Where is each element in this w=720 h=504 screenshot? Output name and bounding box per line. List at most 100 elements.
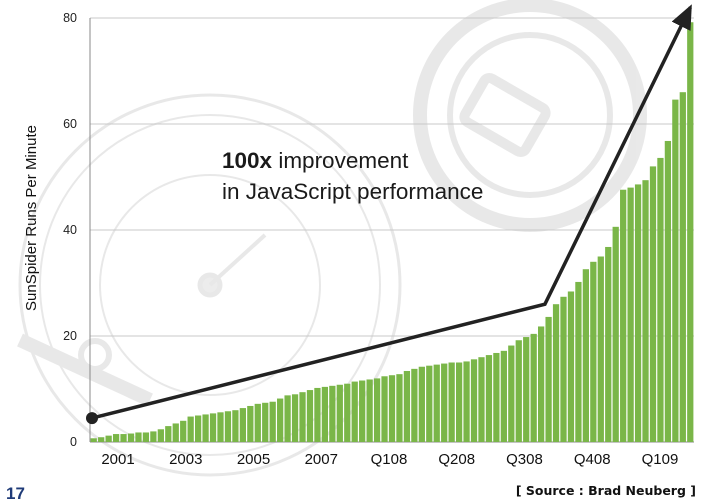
- bar: [194, 415, 202, 442]
- bar: [515, 340, 522, 442]
- bar: [612, 226, 619, 442]
- bar: [560, 296, 567, 442]
- bar: [664, 140, 672, 442]
- bar: [388, 375, 396, 442]
- bar: [254, 403, 261, 442]
- bar: [552, 304, 560, 442]
- bar: [508, 345, 515, 442]
- chart-bars: [90, 22, 694, 443]
- bar: [277, 398, 284, 442]
- bar: [135, 432, 142, 442]
- bar: [314, 387, 321, 442]
- bar: [441, 363, 448, 442]
- bar: [642, 180, 649, 442]
- annotation-line-2: in JavaScript performance: [222, 179, 483, 204]
- bar: [329, 385, 336, 442]
- bar: [336, 384, 343, 442]
- bar: [478, 357, 485, 442]
- annotation-line-1: 100x improvement: [222, 148, 409, 173]
- bar: [634, 184, 642, 443]
- x-tick-label: Q208: [438, 451, 475, 468]
- y-axis-label: SunSpider Runs Per Minute: [23, 125, 40, 311]
- bar: [172, 423, 179, 442]
- bar: [396, 374, 403, 442]
- bar: [187, 416, 194, 442]
- y-tick-label: 80: [63, 11, 77, 25]
- bar: [672, 99, 679, 443]
- x-tick-labels: 2001 2003 2005 2007 Q108 Q208 Q308 Q408 Q109: [101, 451, 678, 468]
- y-tick-labels: 0 20 40 60 80: [63, 11, 77, 449]
- bar: [359, 380, 366, 442]
- bar: [202, 414, 209, 442]
- bar: [224, 411, 232, 442]
- x-tick-label: 2003: [169, 451, 202, 468]
- x-tick-label: 2005: [237, 451, 270, 468]
- bar: [403, 370, 411, 442]
- bar: [344, 383, 351, 442]
- bar: [418, 366, 425, 442]
- bar: [217, 412, 224, 442]
- bar: [157, 429, 164, 442]
- bar: [500, 350, 507, 442]
- bar: [687, 22, 694, 443]
- bar: [127, 433, 135, 442]
- bar: [463, 361, 470, 442]
- annotation-text: improvement: [272, 148, 409, 173]
- bar: [597, 256, 604, 442]
- bar: [605, 246, 612, 442]
- bar: [649, 166, 657, 442]
- bar: [530, 333, 537, 442]
- bar: [105, 435, 112, 442]
- bar: [411, 368, 418, 442]
- bar: [306, 390, 314, 442]
- bar: [545, 316, 552, 442]
- bar: [590, 261, 597, 442]
- bar: [433, 364, 440, 442]
- bar: [582, 269, 589, 442]
- bar: [351, 381, 358, 442]
- bar: [620, 189, 627, 442]
- source-caption: [ Source : Brad Neuberg ]: [515, 483, 696, 498]
- bar: [567, 291, 575, 442]
- bar: [180, 420, 187, 442]
- bar: [366, 379, 373, 442]
- y-tick-label: 60: [63, 117, 77, 131]
- trend-arrow: [91, 4, 692, 420]
- bar: [232, 410, 239, 442]
- bar: [120, 434, 127, 442]
- bar: [523, 337, 530, 442]
- bar: [448, 362, 455, 442]
- bar: [485, 355, 493, 442]
- bar: [627, 187, 634, 442]
- trend-start-dot: [86, 412, 98, 425]
- x-tick-label: 2001: [101, 451, 134, 468]
- bar: [455, 362, 463, 442]
- bar: [239, 408, 246, 442]
- bar: [575, 281, 582, 442]
- bar: [299, 392, 306, 442]
- x-tick-label: Q109: [642, 451, 679, 468]
- bar: [165, 426, 172, 442]
- bar: [150, 431, 157, 442]
- bar: [247, 405, 254, 442]
- bar: [426, 365, 433, 442]
- bar: [373, 378, 381, 442]
- bar: [679, 92, 686, 442]
- bar: [538, 326, 545, 442]
- stopwatch-background-image: [17, 0, 647, 477]
- x-tick-label: Q108: [371, 451, 408, 468]
- y-tick-label: 0: [70, 435, 77, 449]
- bar: [493, 352, 500, 442]
- bar: [209, 413, 217, 442]
- y-tick-label: 40: [63, 223, 77, 237]
- bar: [112, 434, 120, 442]
- slide-number: 17: [6, 484, 25, 503]
- y-tick-label: 20: [63, 329, 77, 343]
- bar: [470, 359, 478, 442]
- bar: [381, 376, 388, 442]
- bar: [291, 394, 299, 442]
- bar: [284, 395, 291, 442]
- x-tick-label: Q308: [506, 451, 543, 468]
- bar: [142, 432, 150, 442]
